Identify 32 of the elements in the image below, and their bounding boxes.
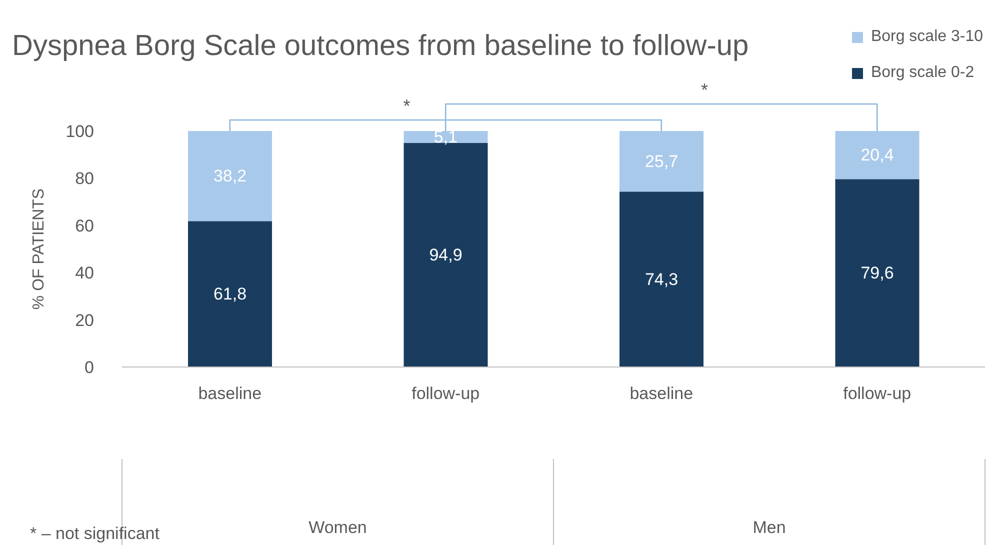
- y-tick-label: 60: [75, 216, 94, 236]
- data-label: 20,4: [860, 146, 894, 165]
- text: Men: [752, 518, 786, 537]
- legend-label: Borg scale 0-2: [870, 64, 974, 82]
- data-label: 74,3: [644, 270, 678, 289]
- y-axis-title: % OF PATIENTS: [30, 188, 48, 310]
- x-tick-label: baseline: [198, 384, 262, 404]
- bar: [620, 192, 704, 367]
- legend-label: Borg scale 3-10: [870, 28, 983, 46]
- data-label: 61,8: [213, 284, 247, 304]
- text: Women: [308, 518, 367, 537]
- y-tick-label: 40: [75, 264, 94, 283]
- bar: [620, 131, 704, 192]
- data-label: 25,7: [644, 152, 678, 171]
- data-label: 38,2: [213, 166, 247, 186]
- bar: [404, 131, 488, 144]
- y-tick-label: 80: [75, 169, 94, 188]
- bar: [188, 221, 272, 367]
- bar: [835, 131, 920, 180]
- data-label: 79,6: [860, 264, 894, 283]
- bar: [188, 131, 272, 222]
- x-tick-label: follow-up: [843, 384, 912, 404]
- y-tick-label: 20: [75, 310, 94, 330]
- data-label: 94,9: [429, 246, 462, 265]
- y-tick-label: 100: [66, 122, 94, 142]
- bar: [404, 143, 488, 367]
- x-tick-label: follow-up: [412, 384, 480, 404]
- y-tick-label: 0: [84, 358, 94, 378]
- text: * – not significant: [30, 524, 160, 543]
- chart-title: Dyspnea Borg Scale outcomes from baseline to follow-up: [12, 30, 749, 63]
- x-tick-label: baseline: [630, 384, 694, 404]
- bar: [835, 179, 920, 367]
